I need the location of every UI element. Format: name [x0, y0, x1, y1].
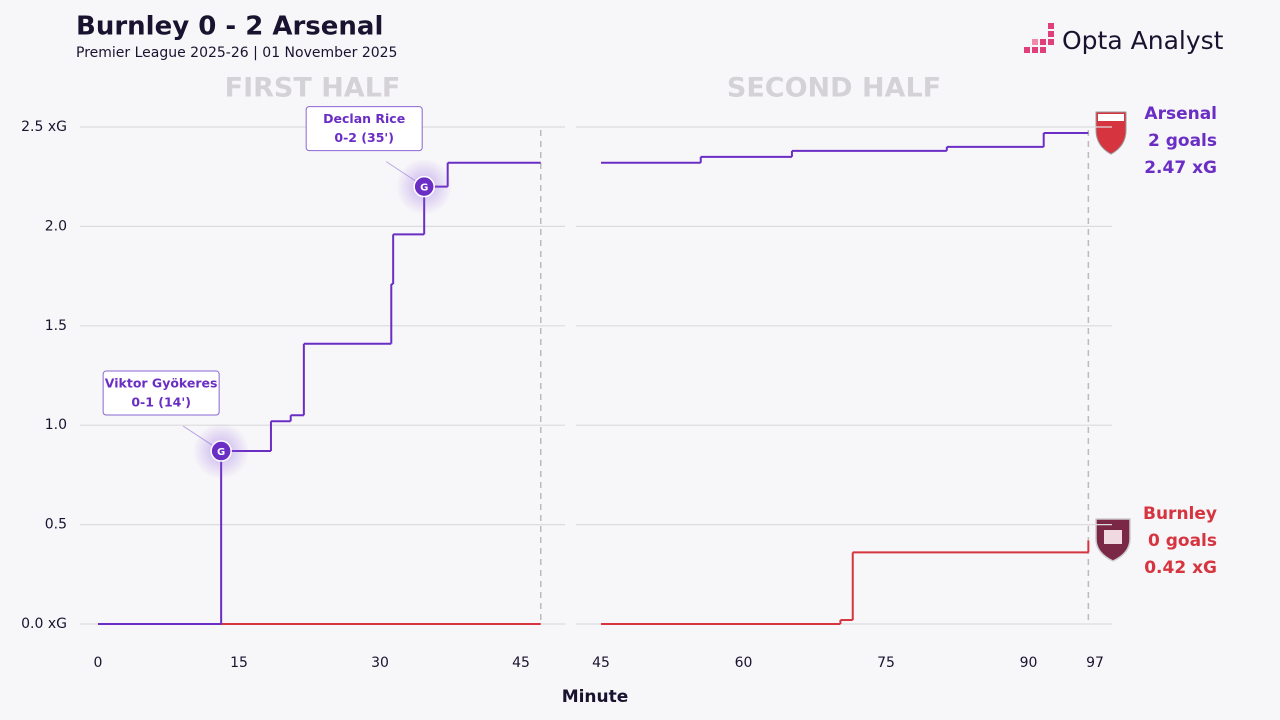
- x-tick-label: 45: [512, 655, 530, 671]
- brand: Opta Analyst: [1062, 26, 1224, 55]
- annotation-box: [305, 106, 423, 152]
- x-tick-label: 75: [877, 655, 895, 671]
- y-tick-label: 2.0: [45, 218, 67, 234]
- team-goals: 2 goals: [1148, 131, 1217, 151]
- annotation-detail: 0-2 (35'): [334, 130, 394, 145]
- brand-logo: [1024, 23, 1054, 53]
- y-tick-label: 0.0 xG: [21, 616, 67, 632]
- annotation-label: Declan Rice: [323, 111, 405, 126]
- y-tick-label: 2.5 xG: [21, 119, 67, 135]
- subtitle: Premier League 2025-26 | 01 November 202…: [76, 45, 397, 61]
- goal-marker-label: G: [420, 183, 428, 194]
- y-tick-label: 0.5: [45, 517, 67, 533]
- burnley-crest: [1095, 518, 1131, 562]
- x-axis-label: Minute: [562, 687, 629, 707]
- x-tick-label: 45: [592, 655, 610, 671]
- arsenal-crest: [1095, 111, 1127, 155]
- x-tick-label: 30: [371, 655, 389, 671]
- goal-marker: [210, 440, 232, 462]
- goal-marker-label: G: [217, 447, 225, 458]
- annotation-box: [102, 370, 220, 416]
- annotation-detail: 0-1 (14'): [131, 395, 191, 410]
- team-goals: 0 goals: [1148, 531, 1217, 551]
- x-tick-label: 60: [735, 655, 753, 671]
- y-tick-label: 1.0: [45, 417, 67, 433]
- team-xg: 2.47 xG: [1144, 158, 1217, 178]
- y-tick-label: 1.5: [45, 318, 67, 334]
- title: Burnley 0 - 2 Arsenal: [76, 12, 383, 42]
- x-tick-label: 97: [1086, 655, 1104, 671]
- x-tick-label: 0: [94, 655, 103, 671]
- team-xg: 0.42 xG: [1144, 558, 1217, 578]
- panel-title: FIRST HALF: [225, 73, 401, 104]
- panel-title: SECOND HALF: [727, 73, 941, 104]
- x-tick-label: 90: [1020, 655, 1038, 671]
- x-tick-label: 15: [230, 655, 248, 671]
- goal-marker: [413, 175, 435, 198]
- team-name: Arsenal: [1144, 104, 1217, 124]
- annotation-label: Viktor Gyökeres: [105, 376, 218, 391]
- team-name: Burnley: [1143, 504, 1217, 524]
